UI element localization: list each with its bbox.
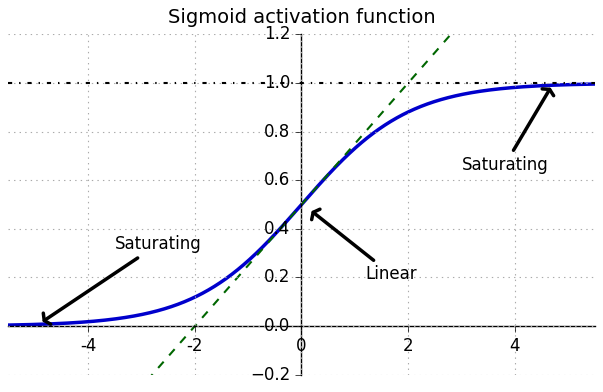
Text: Saturating: Saturating xyxy=(461,89,554,174)
Text: Saturating: Saturating xyxy=(43,235,201,324)
Text: Linear: Linear xyxy=(312,209,417,283)
Title: Sigmoid activation function: Sigmoid activation function xyxy=(168,8,435,27)
